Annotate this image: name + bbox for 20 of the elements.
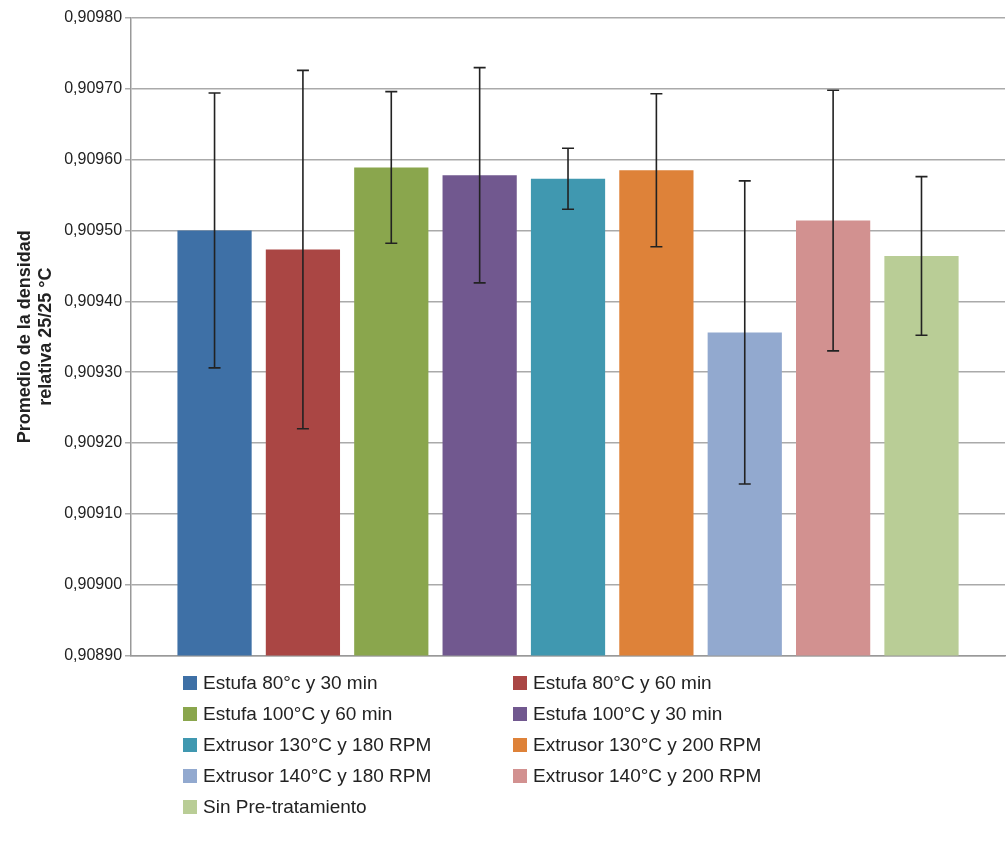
legend-label: Estufa 80°c y 30 min [203, 672, 378, 694]
y-tick-label: 0,90910 [64, 504, 123, 522]
y-tick-label: 0,90900 [64, 574, 123, 592]
legend-label: Extrusor 130°C y 200 RPM [533, 734, 762, 756]
y-tick-label: 0,90970 [64, 79, 123, 97]
y-tick-label: 0,90930 [64, 362, 123, 380]
y-tick-label: 0,90950 [64, 220, 123, 238]
legend-label: Extrusor 140°C y 180 RPM [203, 765, 432, 787]
legend-label: Estufa 100°C y 60 min [203, 703, 393, 725]
y-tick-label: 0,90940 [64, 291, 123, 309]
y-tick-label: 0,90920 [64, 433, 123, 451]
legend-label: Estufa 100°C y 30 min [533, 703, 723, 725]
y-tick-label: 0,90890 [64, 645, 123, 663]
legend-label: Extrusor 140°C y 200 RPM [533, 765, 762, 787]
y-tick-label: 0,90960 [64, 150, 123, 168]
y-tick-label: 0,90980 [64, 8, 123, 26]
legend-label: Sin Pre-tratamiento [203, 796, 367, 818]
y-axis-title: Promedio de la densidad relativa 25/25 °C [13, 230, 56, 444]
legend-label: Extrusor 130°C y 180 RPM [203, 734, 432, 756]
legend-label: Estufa 80°C y 60 min [533, 672, 712, 694]
